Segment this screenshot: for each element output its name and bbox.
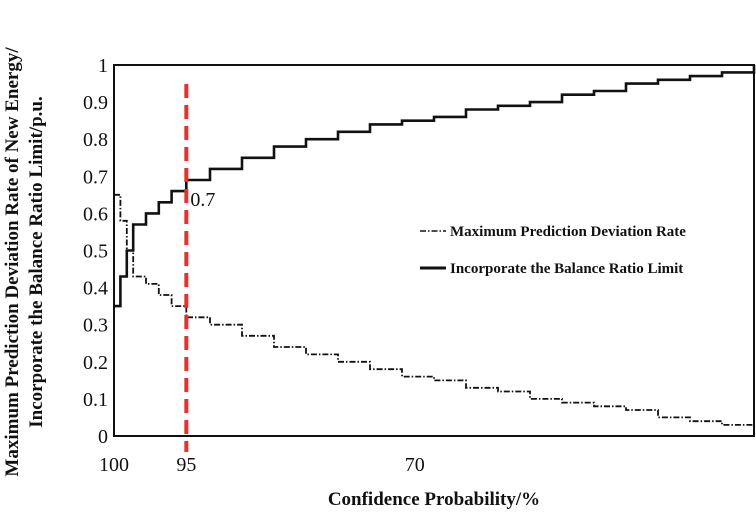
- series-line-deviation-rate: [114, 193, 755, 433]
- y-tick-label: 0.6: [83, 203, 108, 225]
- legend-label-balance-ratio: Incorporate the Balance Ratio Limit: [450, 261, 683, 277]
- series-lines: [114, 65, 756, 433]
- y-tick-label: 0: [98, 426, 108, 448]
- x-axis-title: Confidence Probability/%: [328, 489, 540, 510]
- y-axis-title-line1: Maximum Prediction Deviation Rate of New…: [2, 47, 23, 477]
- annotations: 0.7: [184, 84, 215, 452]
- legend: Maximum Prediction Deviation Rate Incorp…: [420, 224, 686, 277]
- y-tick-label: 0.5: [83, 241, 108, 263]
- x-tick-label: 100: [99, 454, 129, 476]
- y-tick-label: 0.3: [83, 315, 108, 337]
- x-tick-label: 95: [176, 454, 196, 476]
- y-tick-label: 0.1: [83, 389, 108, 411]
- y-tick-label: 0.7: [83, 166, 108, 188]
- y-tick-labels: 0 0.1 0.2 0.3 0.4 0.5 0.6 0.7 0.8 0.9 1: [83, 55, 108, 448]
- x-tick-labels: 100 95 70: [99, 454, 425, 476]
- y-tick-label: 0.4: [83, 278, 108, 300]
- y-tick-label: 0.8: [83, 129, 108, 151]
- annotation-label: 0.7: [190, 189, 215, 211]
- x-tick-label: 70: [405, 454, 425, 476]
- series-line-balance-ratio: [114, 65, 756, 308]
- y-tick-label: 1: [98, 55, 108, 77]
- legend-label-deviation-rate: Maximum Prediction Deviation Rate: [450, 224, 686, 240]
- y-tick-label: 0.2: [83, 352, 108, 374]
- y-tick-label: 0.9: [83, 92, 108, 114]
- plot-frame: [113, 64, 755, 437]
- y-axis-title-line2: Incorporate the Balance Ratio Limit/p.u.: [26, 96, 47, 427]
